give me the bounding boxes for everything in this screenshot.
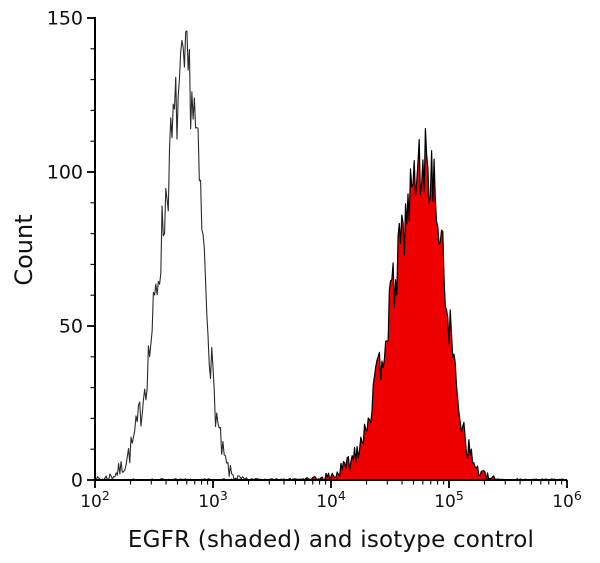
egfr-curve xyxy=(94,127,568,481)
egfr-area xyxy=(95,128,567,480)
y-tick-label: 0 xyxy=(71,470,83,492)
x-axis-label: EGFR (shaded) and isotype control xyxy=(127,527,535,553)
y-axis-label: Count xyxy=(10,214,38,286)
x-tick-label: 103 xyxy=(198,488,228,512)
x-tick-label: 102 xyxy=(80,488,110,512)
y-tick-label: 100 xyxy=(47,162,83,184)
histogram-plot: 0 50 100 150 102 103 104 105 106 xyxy=(47,8,582,513)
x-tick-label: 104 xyxy=(316,488,346,512)
y-tick-label: 150 xyxy=(47,8,83,30)
x-tick-label: 105 xyxy=(434,488,464,512)
y-tick-label: 50 xyxy=(59,316,83,338)
x-tick-label: 106 xyxy=(552,488,582,512)
isotype-control-curve xyxy=(95,30,568,481)
